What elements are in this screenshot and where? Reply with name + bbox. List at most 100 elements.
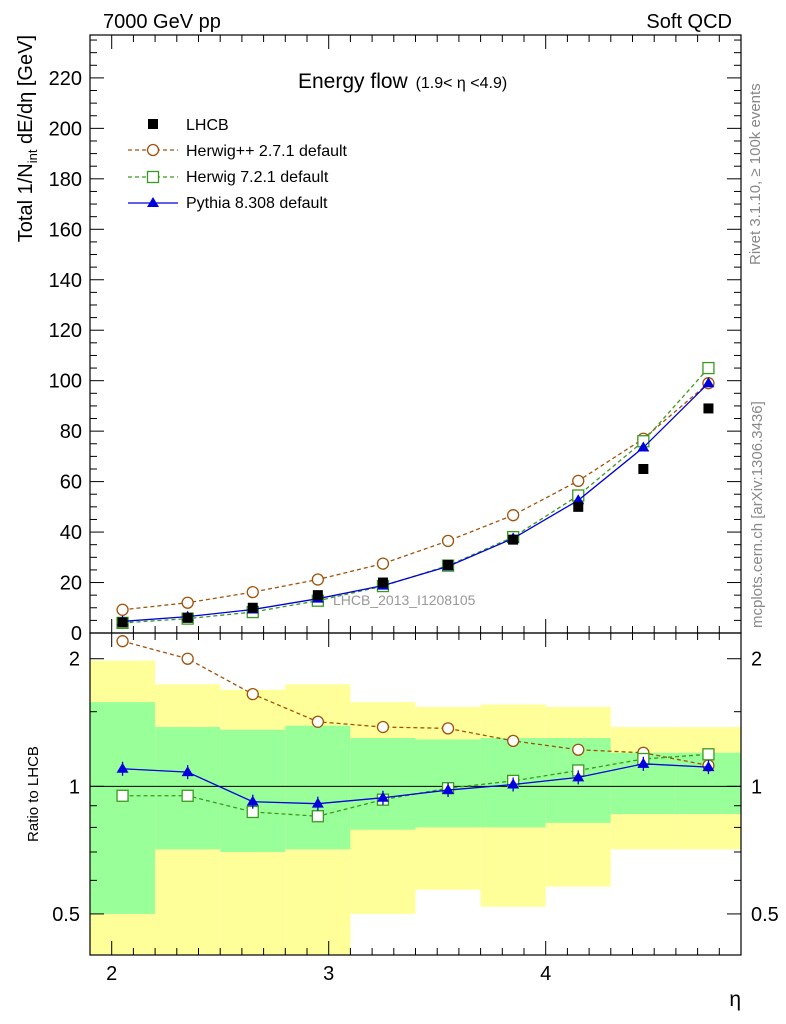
main-line-herwig7	[122, 367, 709, 624]
ratio-point-pythia	[572, 771, 585, 782]
ratio-point-herwig7	[311, 810, 325, 823]
main-ylabel-main: Total 1/N	[15, 163, 37, 242]
ratio-point-pythia	[181, 766, 194, 777]
main-point-data	[508, 534, 519, 545]
header-left: 7000 GeV pp	[103, 11, 221, 33]
ratio-point-herwig7	[702, 748, 715, 761]
ratio-ytick-label: 0.5	[52, 904, 80, 926]
main-point-data	[182, 612, 193, 623]
ratio-band-inner	[155, 727, 221, 850]
main-point-data	[247, 602, 258, 613]
main-ytick-label: 140	[49, 270, 82, 292]
ratio-point-herwigpp	[572, 743, 585, 756]
rivet-label: Rivet 3.1.10, ≥ 100k events	[747, 83, 764, 265]
main-point-herwigpp	[376, 557, 390, 570]
main-point-herwigpp	[181, 596, 194, 609]
main-line-pythia	[122, 382, 709, 623]
main-ylabel: Total 1/Nint dE/dη [GeV]	[15, 35, 40, 242]
ratio-point-herwigpp	[181, 652, 194, 665]
main-panel: 0 20 40 60 80 100 120 140 160 180 200 220 LHCB_2013…	[15, 34, 742, 645]
mcplots-label: mcplots.cern.ch [arXiv:1306.3436]	[749, 401, 766, 628]
ratio-ytick-label: 1	[69, 776, 80, 798]
ratio-ytick-label-right: 2	[751, 649, 762, 671]
main-point-herwigpp	[507, 509, 520, 522]
main-point-herwigpp	[246, 585, 259, 599]
main-point-data	[443, 559, 454, 570]
main-point-herwig7	[702, 361, 715, 375]
legend-label-herwigpp: Herwig++ 2.7.1 default	[186, 143, 348, 160]
ratio-point-pythia	[637, 757, 650, 768]
ratio-ytick-label-right: 0.5	[751, 904, 779, 926]
main-ytick-label: 80	[60, 421, 82, 443]
main-ylabel-sub: int	[25, 149, 40, 163]
main-point-data	[377, 577, 388, 588]
ratio-point-pythia	[702, 761, 715, 772]
main-point-data	[638, 463, 649, 474]
ratio-panel: 0.5 0.5 1 1 2 2 2 3 4 Ratio to LHCB η	[25, 632, 779, 1011]
chart-title: Energy flow (1.9< η <4.9)	[298, 70, 507, 93]
x-tick-label: 2	[106, 963, 117, 985]
ratio-point-herwig7	[181, 789, 194, 802]
ratio-ytick-label: 2	[69, 649, 80, 671]
x-tick-label: 4	[540, 963, 551, 985]
main-point-data	[312, 590, 323, 601]
ratio-line-herwigpp	[122, 640, 709, 767]
main-ytick-label: 160	[49, 219, 82, 241]
main-point-pythia	[572, 494, 585, 505]
ratio-band-inner	[90, 702, 156, 914]
main-ytick-label: 60	[60, 472, 82, 494]
chart-title-range: (1.9< η <4.9)	[416, 75, 508, 92]
ratio-band-inner	[350, 738, 416, 830]
legend-entry-herwig7: Herwig 7.2.1 default	[128, 169, 329, 186]
main-ytick-label: 40	[60, 522, 82, 544]
legend: LHCB Herwig++ 2.7.1 default Herwig 7.2.1…	[128, 117, 348, 212]
main-point-data	[703, 403, 714, 414]
main-ylabel-rest: dE/dη [GeV]	[15, 35, 37, 150]
main-point-pythia	[637, 441, 650, 452]
x-axis-label: η	[729, 988, 741, 1011]
main-point-data	[573, 501, 584, 512]
ratio-point-pythia	[507, 778, 520, 789]
legend-entry-herwigpp: Herwig++ 2.7.1 default	[128, 143, 348, 160]
ratio-point-pythia	[311, 797, 324, 808]
legend-label-lhcb: LHCB	[186, 117, 229, 134]
main-watermark: LHCB_2013_I1208105	[333, 592, 476, 608]
main-series-layer	[116, 361, 715, 630]
chart-title-main: Energy flow	[298, 70, 409, 93]
main-point-herwigpp	[116, 603, 129, 616]
ratio-point-pythia	[376, 791, 389, 802]
ratio-axis-ticks: 0.5 0.5 1 1 2 2 2 3 4	[52, 633, 779, 985]
main-ytick-label: 220	[49, 68, 82, 90]
main-point-herwigpp	[311, 573, 325, 586]
main-point-herwigpp	[572, 474, 585, 488]
main-ytick-label: 20	[60, 573, 82, 595]
ratio-point-pythia	[442, 784, 455, 795]
x-tick-label: 3	[323, 963, 334, 985]
ratio-point-herwigpp	[116, 635, 129, 648]
ratio-ylabel: Ratio to LHCB	[25, 746, 42, 842]
ratio-line-pythia	[122, 763, 709, 805]
ratio-point-pythia	[246, 795, 259, 806]
ratio-series-layer	[116, 635, 715, 823]
header-right: Soft QCD	[646, 11, 732, 33]
ratio-point-pythia	[116, 762, 129, 773]
ratio-point-herwigpp	[507, 734, 520, 748]
legend-label-herwig7: Herwig 7.2.1 default	[186, 169, 329, 186]
main-point-pythia	[702, 377, 715, 388]
legend-label-pythia: Pythia 8.308 default	[186, 195, 328, 212]
ratio-band-inner	[220, 729, 286, 852]
ratio-point-herwig7	[116, 789, 129, 802]
main-ytick-label: 0	[71, 623, 82, 645]
main-axis-ticks: 0 20 40 60 80 100 120 140 160 180 200 220	[49, 35, 742, 645]
ratio-point-herwigpp	[311, 715, 325, 728]
legend-entry-pythia: Pythia 8.308 default	[128, 195, 328, 212]
main-point-data	[117, 617, 128, 628]
legend-marker-pythia	[147, 197, 159, 207]
main-ytick-label: 200	[49, 118, 82, 140]
ratio-frame	[89, 632, 742, 956]
ratio-point-herwigpp	[376, 720, 390, 734]
legend-marker-herwigpp	[146, 143, 160, 157]
main-ytick-label: 100	[49, 371, 82, 393]
ratio-uncertainty-bands	[90, 660, 741, 955]
